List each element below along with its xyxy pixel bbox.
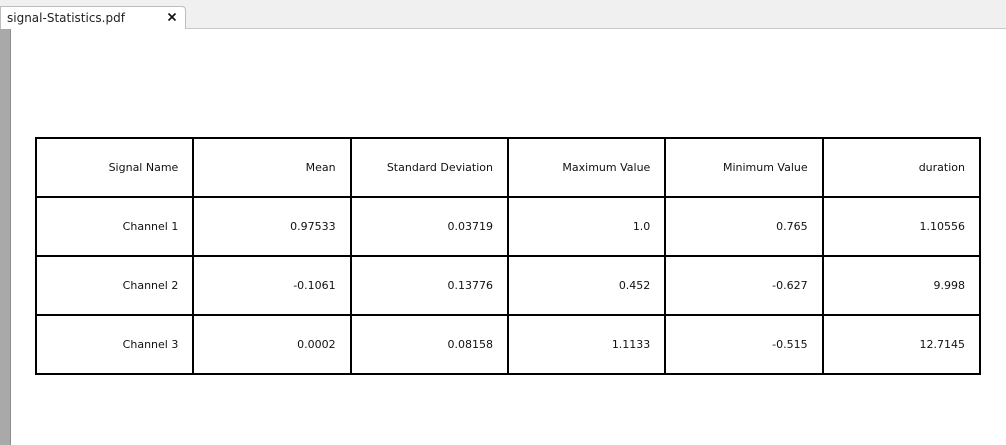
table-cell: 0.452 [506, 255, 667, 316]
header-mean: Mean [192, 137, 352, 198]
table-row: Channel 3 0.0002 0.08158 1.1133 -0.515 1… [34, 314, 982, 375]
table-cell: 0.03719 [349, 196, 509, 257]
table-cell: -0.627 [664, 255, 824, 316]
tab-bar: signal-Statistics.pdf [0, 0, 1006, 29]
document-tab[interactable]: signal-Statistics.pdf [0, 6, 186, 29]
header-duration: duration [821, 137, 982, 198]
header-signal-name: Signal Name [34, 137, 195, 198]
table-cell: 0.0002 [192, 314, 352, 375]
header-standard-deviation: Standard Deviation [349, 137, 509, 198]
table-cell: 1.0 [506, 196, 667, 257]
table-row: Channel 1 0.97533 0.03719 1.0 0.765 1.10… [34, 196, 982, 257]
table-cell: 0.97533 [192, 196, 352, 257]
left-panel-edge [0, 29, 11, 445]
tab-title: signal-Statistics.pdf [7, 11, 125, 25]
table-cell: -0.515 [664, 314, 824, 375]
table-cell: 9.998 [821, 255, 982, 316]
table-cell: 1.1133 [506, 314, 667, 375]
table-cell: Channel 1 [34, 196, 195, 257]
statistics-table: Signal Name Mean Standard Deviation Maxi… [34, 137, 982, 375]
table-cell: 12.7145 [821, 314, 982, 375]
table-header-row: Signal Name Mean Standard Deviation Maxi… [34, 137, 982, 198]
header-maximum-value: Maximum Value [506, 137, 667, 198]
table-cell: 0.13776 [349, 255, 509, 316]
table-cell: -0.1061 [192, 255, 352, 316]
table-cell: Channel 3 [34, 314, 195, 375]
table-cell: 0.08158 [349, 314, 509, 375]
table-row: Channel 2 -0.1061 0.13776 0.452 -0.627 9… [34, 255, 982, 316]
table-cell: 1.10556 [821, 196, 982, 257]
table-cell: 0.765 [664, 196, 824, 257]
pdf-page: Signal Name Mean Standard Deviation Maxi… [11, 29, 1006, 445]
header-minimum-value: Minimum Value [664, 137, 824, 198]
table-cell: Channel 2 [34, 255, 195, 316]
close-icon[interactable] [165, 10, 179, 24]
